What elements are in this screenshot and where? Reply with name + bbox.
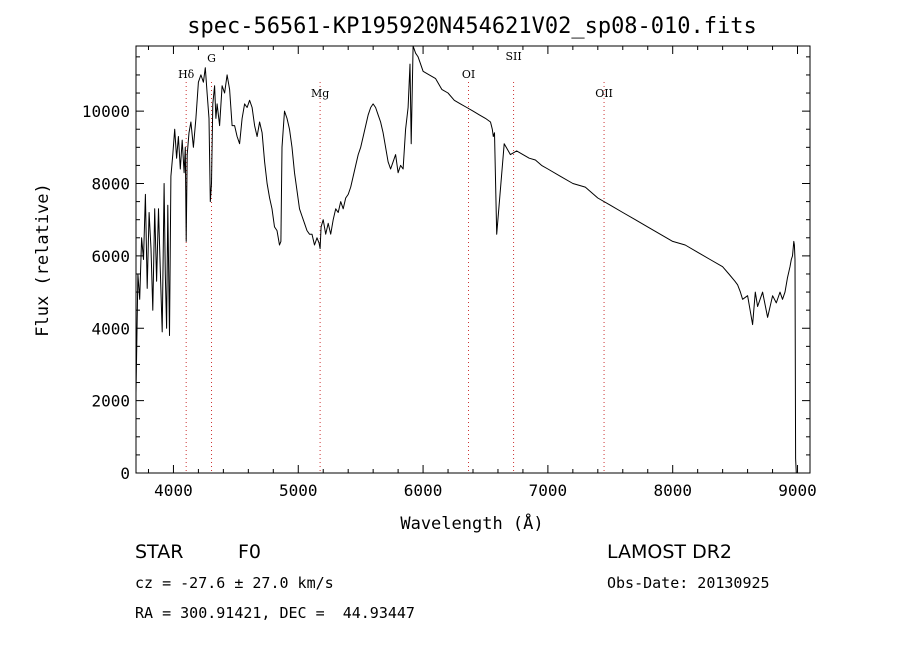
x-tick-label: 4000: [154, 481, 193, 500]
y-tick-label: 0: [120, 464, 130, 483]
x-tick-label: 5000: [279, 481, 318, 500]
spectrum-line: [135, 45, 797, 474]
line-label: OI: [462, 68, 475, 81]
x-tick-label: 8000: [653, 481, 692, 500]
survey-name: LAMOST DR2: [607, 541, 732, 563]
object-class: STAR: [135, 541, 184, 563]
y-tick-label: 4000: [91, 319, 130, 338]
line-label: Mg: [311, 87, 329, 100]
y-axis-label: Flux (relative): [33, 183, 53, 337]
coordinates-text: RA = 300.91421, DEC = 44.93447: [135, 604, 415, 622]
y-tick-label: 10000: [82, 102, 130, 121]
subclass: F0: [238, 541, 262, 563]
plot-frame: [135, 45, 811, 474]
line-label: SII: [505, 50, 521, 63]
plot-area: 4000 5000 6000 7000 8000 9000 0 2000 4000 6000 800…: [82, 45, 817, 500]
y-tick-label: 6000: [91, 247, 130, 266]
observation-date: Obs-Date: 20130925: [607, 574, 770, 592]
line-label: OII: [595, 87, 613, 100]
x-tick-label: 9000: [778, 481, 817, 500]
x-tick-label: 7000: [529, 481, 568, 500]
y-tick-label: 2000: [91, 392, 130, 411]
redshift-text: cz = -27.6 ± 27.0 km/s: [135, 574, 334, 592]
chart-title: spec-56561-KP195920N454621V02_sp08-010.f…: [187, 14, 757, 39]
line-label: G: [207, 52, 216, 65]
line-label: Hδ: [178, 68, 195, 81]
x-axis-label: Wavelength (Å): [400, 512, 543, 534]
y-tick-label: 8000: [91, 175, 130, 194]
x-tick-label: 6000: [404, 481, 443, 500]
